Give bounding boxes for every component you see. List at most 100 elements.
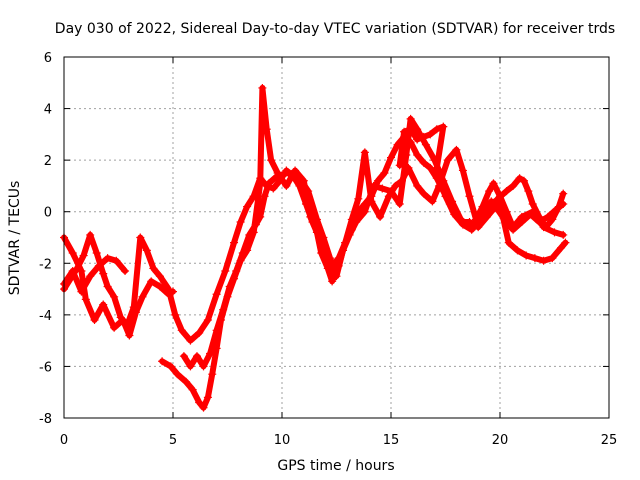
data-point (458, 166, 467, 175)
data-point (528, 199, 537, 208)
data-point (147, 277, 156, 286)
x-axis-label: GPS time / hours (277, 458, 394, 474)
data-point (243, 202, 252, 211)
data-point (110, 292, 119, 301)
data-point (413, 135, 422, 144)
data-point (395, 199, 404, 208)
x-tick-label: 0 (60, 433, 68, 448)
data-point (195, 328, 204, 337)
data-point (149, 264, 158, 273)
data-point (317, 248, 326, 257)
data-point (345, 230, 354, 239)
data-point (376, 212, 385, 221)
data-point (539, 256, 548, 265)
data-point (68, 267, 77, 276)
data-point (413, 181, 422, 190)
x-tick-labels: 0 5 10 15 20 25 (60, 433, 617, 448)
data-point (373, 176, 382, 185)
data-point (171, 310, 180, 319)
data-point (68, 248, 77, 257)
data-point (86, 272, 95, 281)
axis-ticks (63, 56, 610, 419)
data-point (238, 248, 247, 257)
data-point (221, 267, 230, 276)
data-point (230, 238, 239, 247)
data-point (312, 215, 321, 224)
data-point (199, 362, 208, 371)
data-point (432, 125, 441, 134)
y-tick-label: 2 (44, 154, 52, 169)
data-point (319, 233, 328, 242)
data-point (208, 370, 217, 379)
data-point (541, 223, 550, 232)
data-point (493, 194, 502, 203)
data-point (258, 83, 267, 92)
data-point (103, 282, 112, 291)
data-point (219, 305, 228, 314)
data-point (129, 303, 138, 312)
data-point (354, 194, 363, 203)
data-point (380, 169, 389, 178)
data-point (413, 150, 422, 159)
data-point (86, 230, 95, 239)
data-point (548, 254, 557, 263)
data-point (158, 357, 167, 366)
data-point (504, 238, 513, 247)
y-tick-label: 0 (44, 206, 52, 221)
data-point (391, 181, 400, 190)
data-point (164, 285, 173, 294)
data-point (428, 197, 437, 206)
data-point (182, 377, 191, 386)
data-point (138, 292, 147, 301)
data-point (195, 398, 204, 407)
data-point (332, 272, 341, 281)
data-point (513, 246, 522, 255)
series-track-5 (179, 114, 570, 371)
plot-frame (63, 56, 610, 419)
data-point (452, 145, 461, 154)
data-point (192, 352, 201, 361)
data-point (304, 187, 313, 196)
series-track-3 (60, 254, 130, 296)
data-point (273, 171, 282, 180)
data-point (186, 362, 195, 371)
data-point (535, 212, 544, 221)
data-point (378, 184, 387, 193)
y-tick-label: -4 (39, 309, 52, 324)
y-axis-label: SDTVAR / TECUs (7, 181, 23, 296)
data-point (77, 287, 86, 296)
series-track-6 (395, 122, 568, 234)
data-point (406, 125, 415, 134)
data-point (188, 385, 197, 394)
data-point (269, 184, 278, 193)
data-point (251, 220, 260, 229)
data-point (519, 176, 528, 185)
data-point (186, 336, 195, 345)
data-point (360, 148, 369, 157)
chart-title: Day 030 of 2022, Sidereal Day-to-day VTE… (55, 21, 615, 37)
data-point (94, 261, 103, 270)
x-tick-label: 10 (274, 433, 291, 448)
data-point (112, 256, 121, 265)
data-point (295, 174, 304, 183)
data-point (323, 264, 332, 273)
data-point (125, 331, 134, 340)
data-point (517, 212, 526, 221)
y-tick-label: 6 (44, 51, 52, 66)
data-point (369, 181, 378, 190)
data-point (116, 313, 125, 322)
data-point (103, 254, 112, 263)
data-point (360, 207, 369, 216)
data-point (179, 352, 188, 361)
x-tick-label: 20 (492, 433, 509, 448)
data-point (439, 122, 448, 131)
data-point (557, 243, 566, 252)
data-point (432, 163, 441, 172)
data-point (81, 295, 90, 304)
data-point (73, 264, 82, 273)
data-point (406, 114, 415, 123)
data-point (339, 246, 348, 255)
data-point (515, 174, 524, 183)
series-line (159, 84, 567, 411)
